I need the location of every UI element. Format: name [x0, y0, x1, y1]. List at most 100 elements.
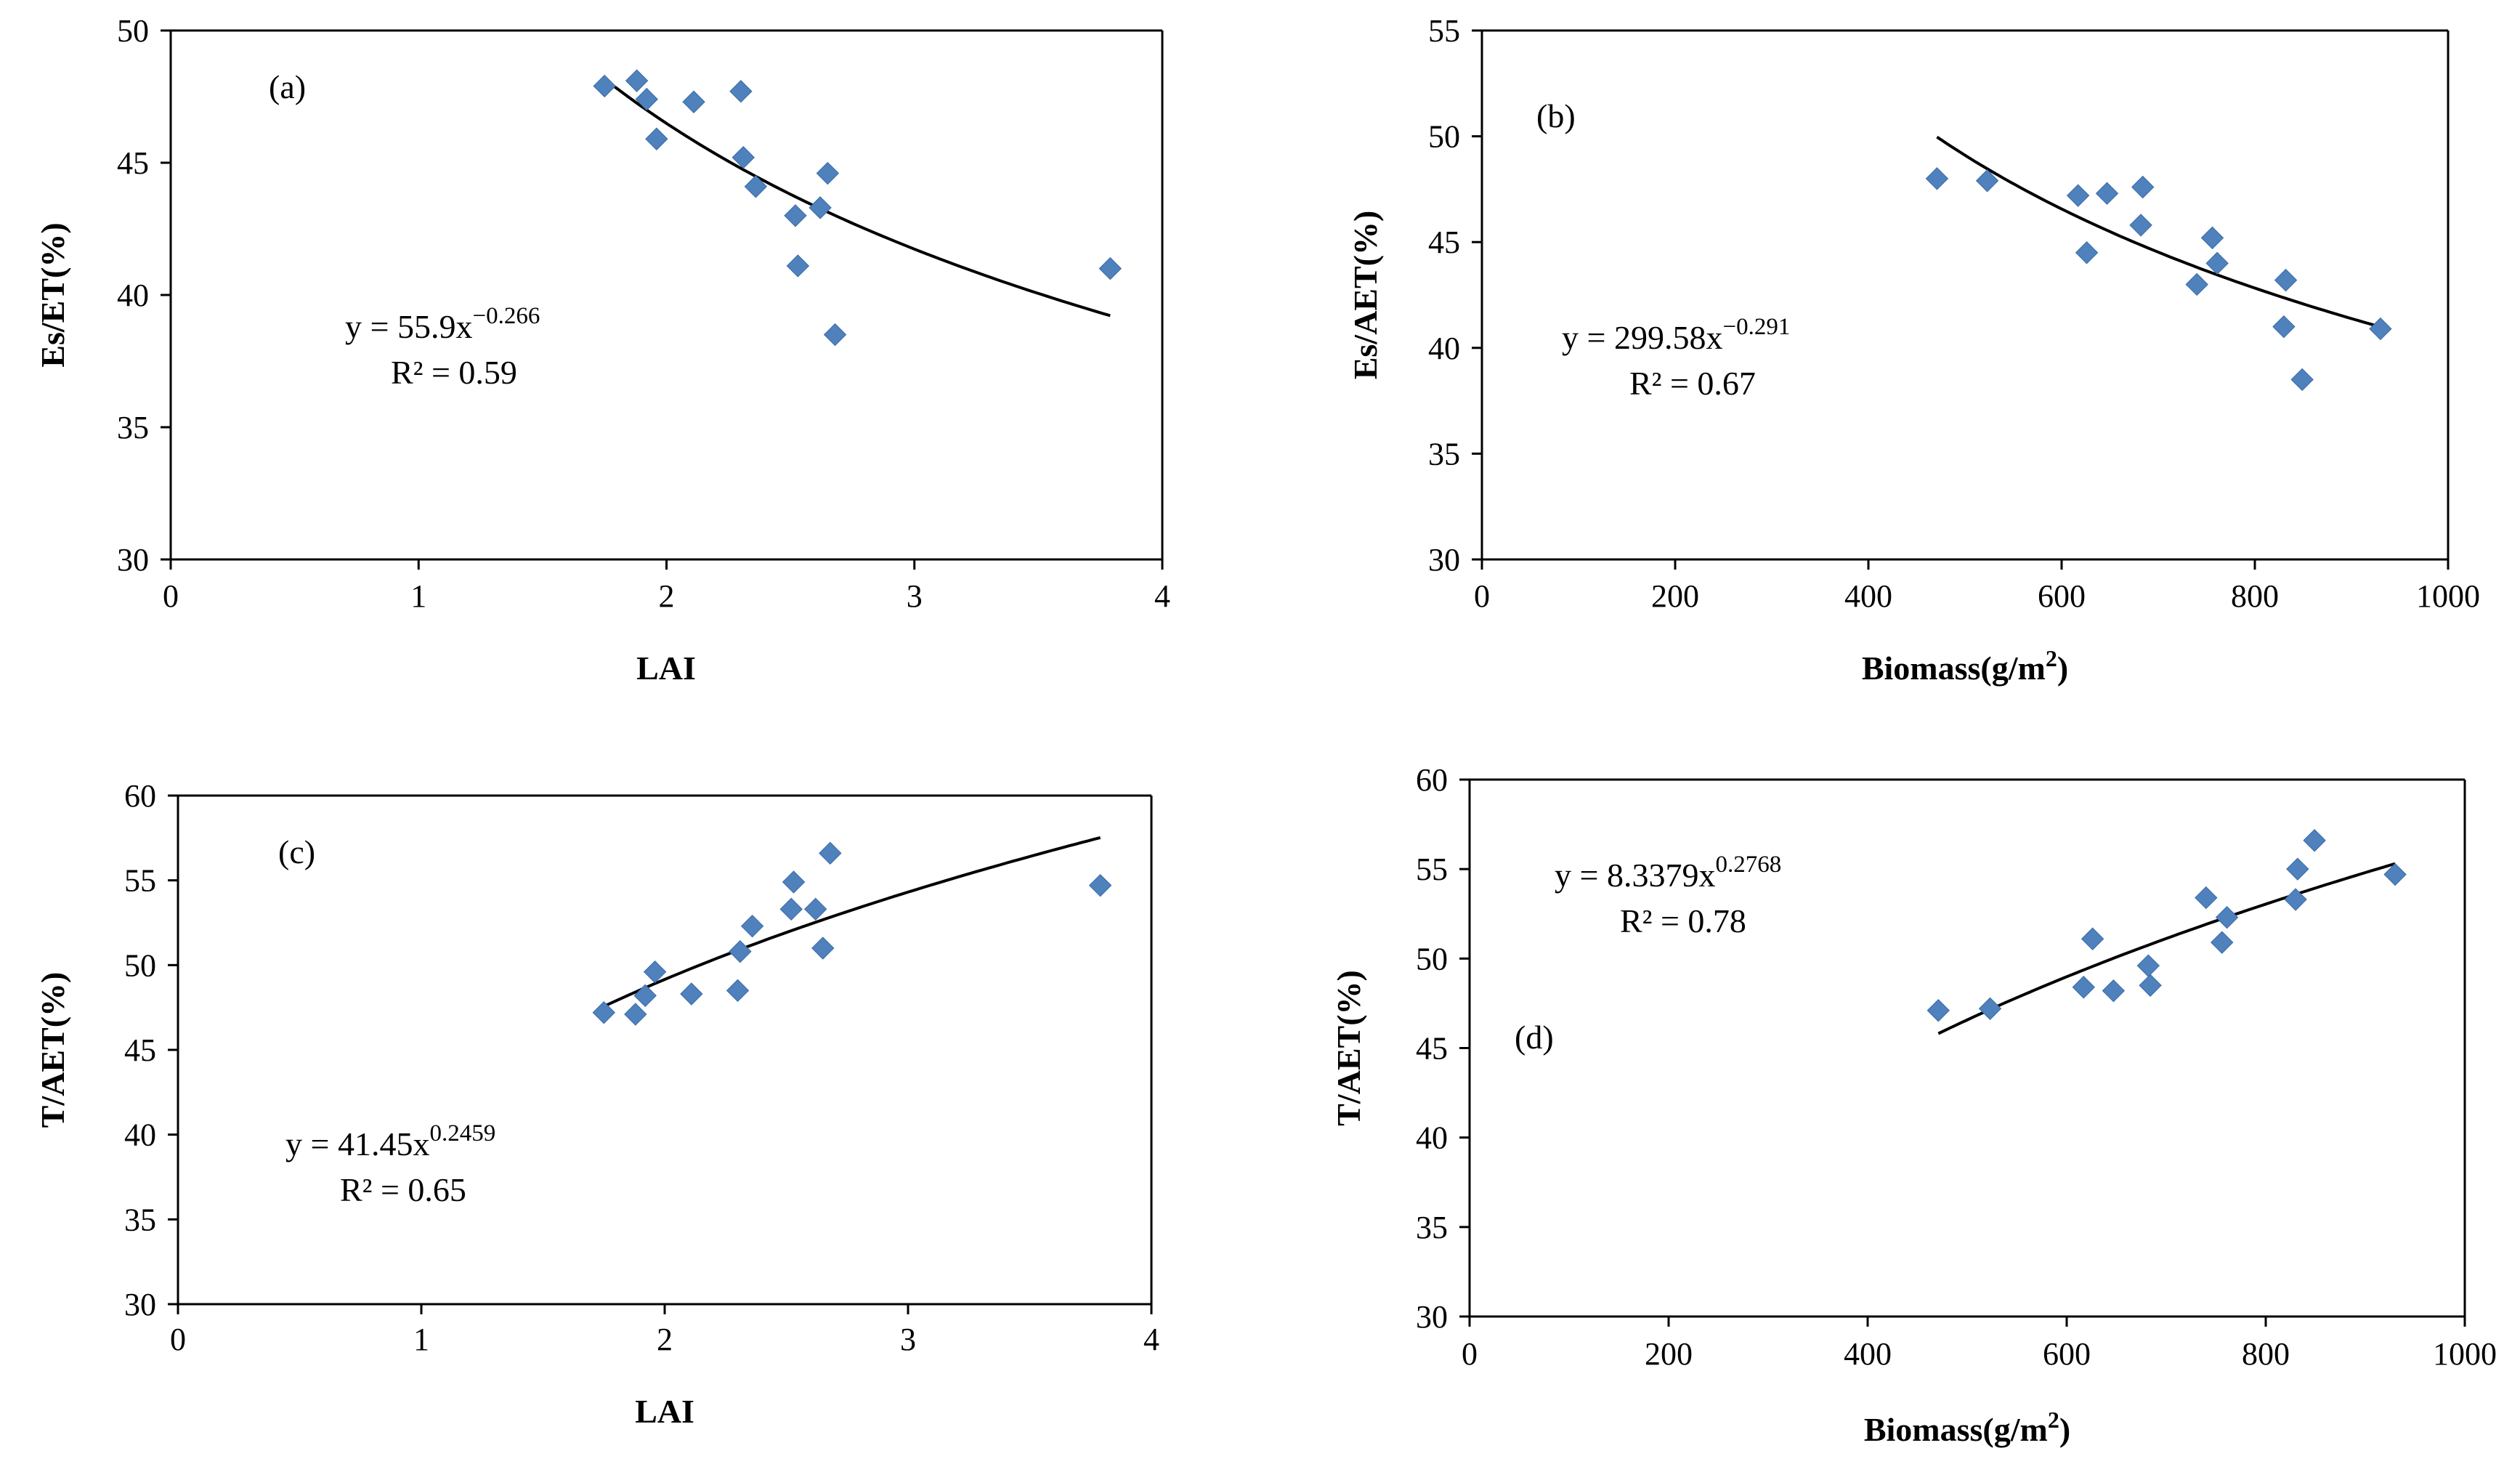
panel-a-data-point: [809, 196, 832, 219]
panel-a-data-point: [732, 146, 755, 169]
panel-b-data-point: [2075, 241, 2099, 264]
panel-b-chart: 30 35 40 45 50 55 0 200 400 600 800 1000 Biomass(g/m…: [1347, 13, 2480, 687]
panel-a-x-tick-label: 1: [410, 578, 426, 614]
panel-b-data-point: [2185, 272, 2208, 296]
panel-d-fit-equation: y = 8.3379x0.2768: [1555, 852, 1781, 894]
panel-d-data-point: [2195, 886, 2218, 910]
panel-d-y-tick-label: 45: [1416, 1031, 1448, 1067]
panel-c-r-squared: R² = 0.65: [340, 1171, 466, 1208]
panel-a-x-axis-title: LAI: [636, 650, 696, 687]
panel-b-fit-curve: [1936, 135, 2381, 328]
panel-b-fit-equation: y = 299.58x−0.291: [1562, 314, 1790, 356]
panel-c-y-axis-title: T/AET(%): [34, 972, 71, 1128]
panel-b-data-point: [2131, 175, 2155, 199]
panel-c-fit-equation: y = 41.45x0.2459: [285, 1120, 495, 1162]
panel-c-data-point: [592, 1000, 615, 1024]
panel-b-y-tick-label: 55: [1428, 13, 1460, 49]
panel-d-x-tick-label: 1000: [2433, 1336, 2497, 1372]
panel-d-data-point: [1978, 997, 2002, 1021]
panel-d-x-tick-label: 400: [1844, 1336, 1892, 1372]
panel-b-data-point: [2129, 214, 2152, 237]
panel-a-y-tick-label: 45: [117, 145, 149, 181]
panel-a-data-point: [823, 323, 847, 347]
panel-b-data-point: [1925, 167, 1949, 190]
panel-d-x-tick-label: 600: [2043, 1336, 2091, 1372]
panel-a-data-point: [786, 254, 810, 278]
panel-a-data-point: [816, 161, 840, 185]
panel-a-data-point: [635, 87, 658, 111]
panel-d-data-point: [2211, 931, 2234, 954]
panel-d-y-tick-label: 30: [1416, 1299, 1448, 1335]
panel-c-y-tick-label: 35: [124, 1202, 156, 1237]
panel-d-y-tick-label: 55: [1416, 852, 1448, 887]
panel-d-fit-curve: [1937, 862, 2396, 1035]
panel-d-data-point: [2215, 905, 2239, 929]
panel-c-y-tick-label: 60: [124, 778, 156, 814]
panel-c-label: (c): [278, 833, 315, 870]
panel-d-y-tick-label: 35: [1416, 1210, 1448, 1245]
panel-b-data-point: [2272, 315, 2296, 339]
panel-c-y-tick-label: 55: [124, 863, 156, 899]
panel-b-y-tick-label: 45: [1428, 225, 1460, 260]
panel-b-y-axis-title: Es/AET(%): [1347, 211, 1384, 380]
panel-a-label: (a): [269, 68, 306, 105]
panel-a-y-tick-label: 30: [117, 542, 149, 578]
panel-b-y-tick-label: 40: [1428, 331, 1460, 366]
panel-d-r-squared: R² = 0.78: [1620, 902, 1746, 939]
panel-a-fit-equation: y = 55.9x−0.266: [345, 303, 540, 345]
panel-b-data-point: [2066, 184, 2090, 207]
panel-c-data-point: [1088, 873, 1112, 897]
panel-d-y-tick-label: 50: [1416, 941, 1448, 976]
panel-b-x-tick-label: 400: [1844, 578, 1892, 614]
panel-a-data-point: [1098, 256, 1122, 280]
panel-c-x-tick-label: 3: [900, 1322, 916, 1357]
panel-c-data-point: [782, 870, 806, 894]
panel-c-data-point: [811, 937, 835, 960]
panel-c-x-tick-label: 4: [1143, 1322, 1159, 1357]
panel-b-r-squared: R² = 0.67: [1629, 365, 1756, 402]
panel-d-x-axis-title: Biomass(g/m2): [1864, 1407, 2070, 1448]
panel-c-data-point: [803, 897, 827, 921]
panel-c-x-tick-label: 2: [657, 1322, 673, 1357]
panel-c-data-point: [819, 841, 842, 865]
panel-d-x-tick-label: 0: [1462, 1336, 1478, 1372]
panel-c-chart: 30 35 40 45 50 55 60 0 1 2 3 4 LAI T/AET(%) (c) y = 41.…: [34, 778, 1159, 1430]
panel-b-x-tick-label: 800: [2231, 578, 2279, 614]
panel-d-x-tick-label: 200: [1645, 1336, 1693, 1372]
panel-a-y-tick-label: 40: [117, 278, 149, 313]
panel-b-data-point: [1975, 169, 1999, 193]
panel-b-y-tick-label: 35: [1428, 436, 1460, 472]
panel-d-data-point: [2136, 954, 2160, 977]
panel-a-data-point: [729, 80, 753, 103]
panel-b-x-tick-label: 200: [1651, 578, 1699, 614]
panel-c-fit-curve: [603, 836, 1101, 1008]
panel-c-x-tick-label: 0: [170, 1322, 186, 1357]
panel-a-y-tick-label: 35: [117, 410, 149, 445]
panel-d-y-tick-label: 60: [1416, 762, 1448, 798]
panel-b-data-point: [2274, 268, 2298, 292]
panel-d-data-point: [2303, 829, 2326, 852]
panel-d-data-point: [2286, 857, 2309, 881]
panel-a-y-axis-title: Es/ET(%): [34, 222, 71, 367]
panel-b-x-tick-label: 600: [2038, 578, 2086, 614]
panel-a-data-point: [784, 204, 807, 227]
panel-b-y-tick-label: 30: [1428, 542, 1460, 578]
panel-c-y-tick-label: 45: [124, 1032, 156, 1068]
panel-c-data-point: [726, 979, 750, 1003]
panel-b-data-point: [2095, 182, 2119, 205]
panel-a-y-tick-label: 50: [117, 13, 149, 49]
panel-c-x-axis-title: LAI: [635, 1393, 694, 1430]
panel-a-data-point: [645, 127, 668, 150]
panel-b-data-point: [2200, 226, 2224, 250]
panel-c-data-point: [779, 897, 803, 921]
panel-c-y-tick-label: 50: [124, 947, 156, 983]
panel-c-y-tick-label: 40: [124, 1117, 156, 1153]
panel-a-chart: 30 35 40 45 50 0 1 2 3 4 LAI Es/ET(%) (a) y = 55.9x−0…: [34, 13, 1170, 687]
panel-b-x-tick-label: 0: [1474, 578, 1490, 614]
panel-a-x-tick-label: 4: [1154, 578, 1170, 614]
panel-c-x-tick-label: 1: [413, 1322, 429, 1357]
panel-d-y-tick-label: 40: [1416, 1120, 1448, 1156]
panel-a-data-point: [682, 90, 705, 113]
panel-a-x-tick-label: 0: [163, 578, 179, 614]
